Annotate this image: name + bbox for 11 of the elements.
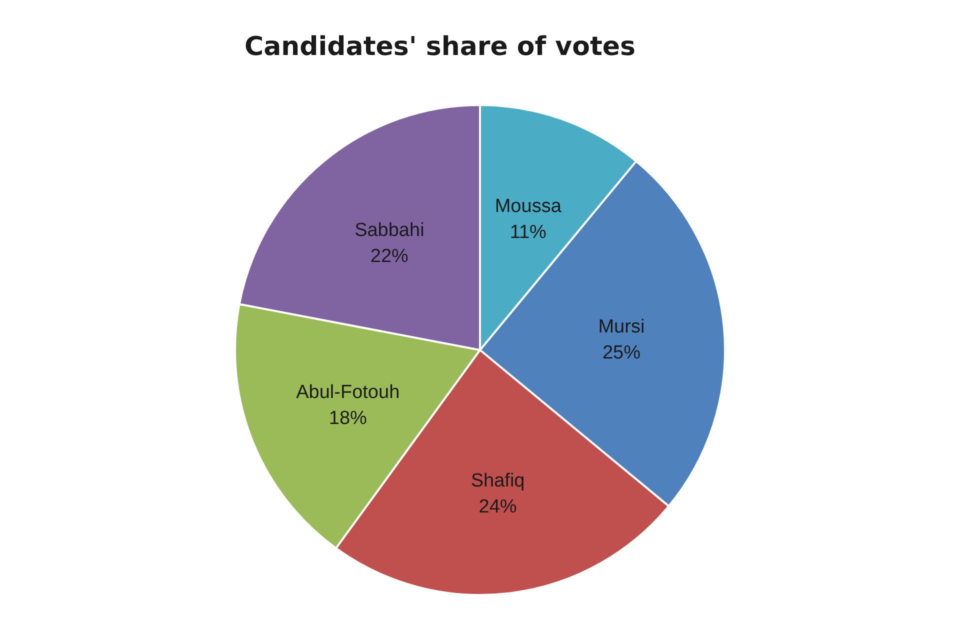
data-label: 24% (478, 496, 517, 518)
data-label: 11% (510, 222, 547, 243)
slice-label: Moussa (494, 196, 562, 217)
slice-label: Abul-Fotouh (296, 382, 400, 403)
slice-label: Mursi (598, 316, 645, 338)
chart-title: Candidates' share of votes (244, 32, 636, 62)
slice-label: Shafiq (470, 470, 525, 492)
data-label: 25% (602, 342, 641, 364)
data-label: 18% (328, 408, 367, 429)
data-label: 22% (370, 246, 409, 268)
slice-label: Sabbahi (354, 220, 424, 242)
